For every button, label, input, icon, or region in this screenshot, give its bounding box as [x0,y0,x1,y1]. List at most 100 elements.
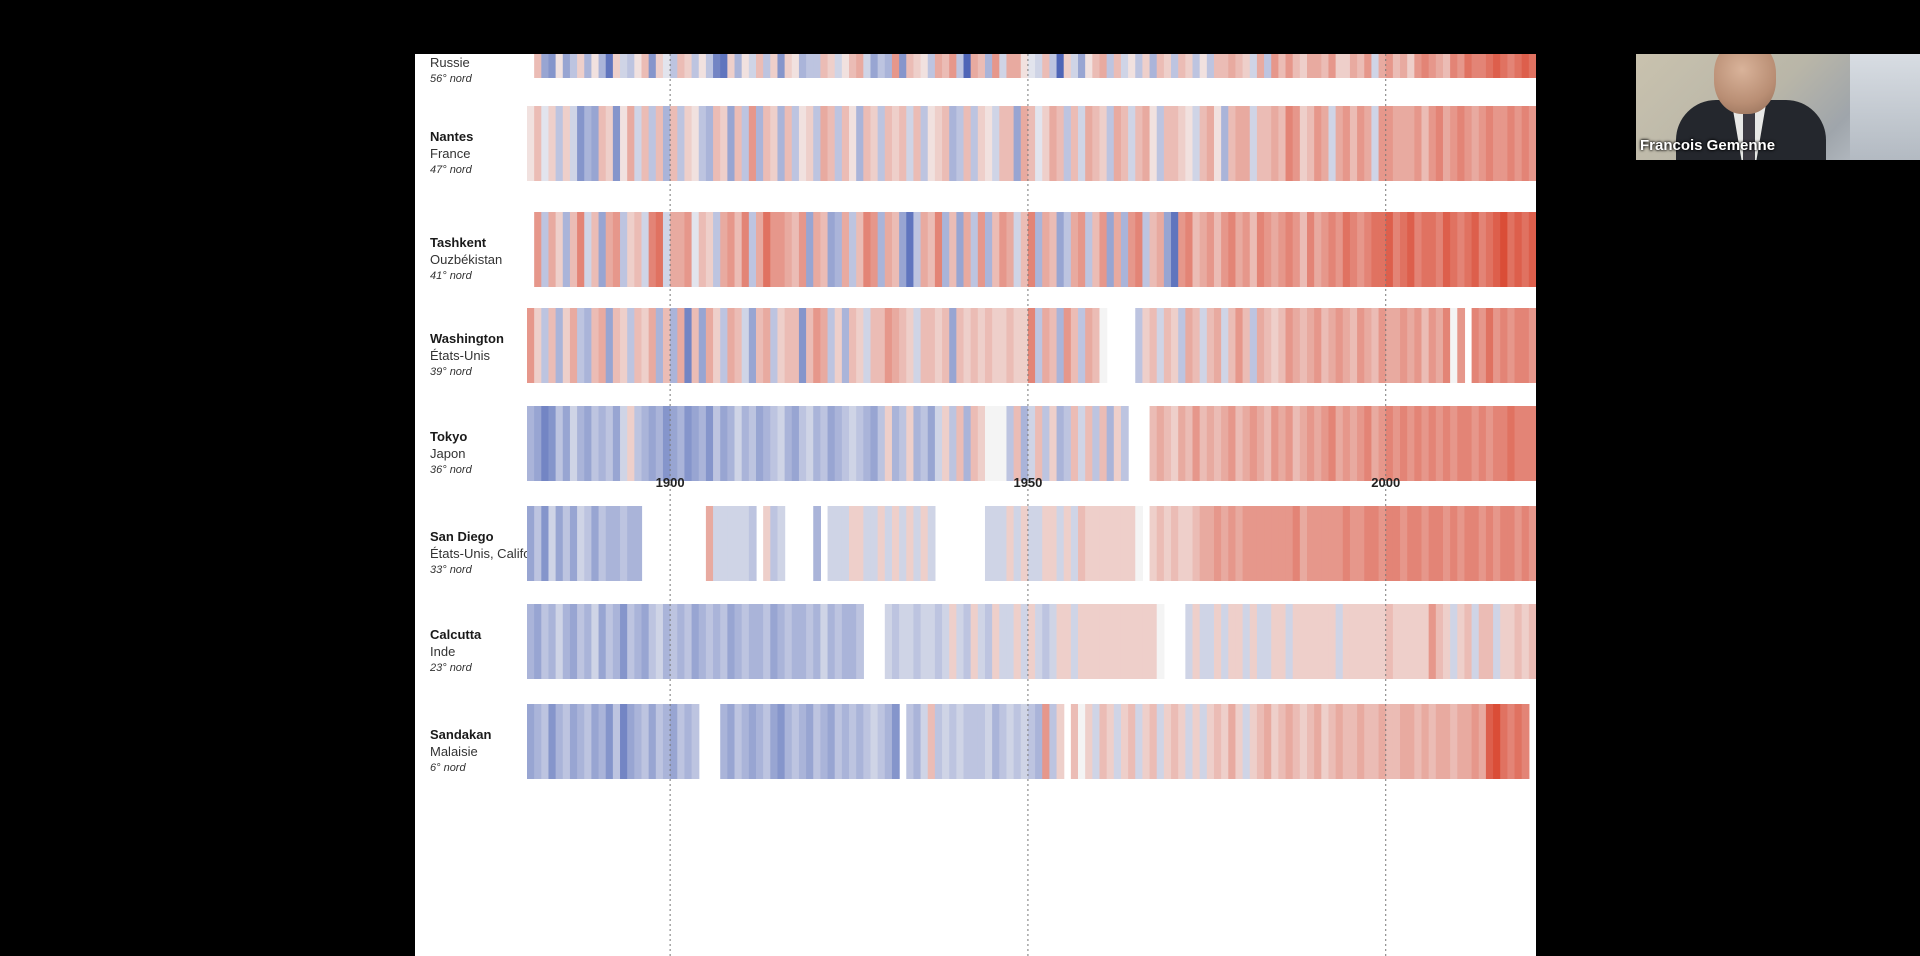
year-stripe [1149,54,1158,78]
year-stripe [1228,406,1237,481]
year-stripe [627,406,635,481]
year-stripe [1378,506,1387,581]
year-stripe [1063,54,1072,78]
year-stripe [691,106,700,181]
stripe-band [527,506,1536,581]
row-city: Washington [430,331,504,346]
year-stripe [1235,212,1244,287]
year-stripe [1213,604,1222,679]
year-stripe [791,406,800,481]
year-stripe [827,212,836,287]
year-stripe [870,506,879,581]
year-stripe [1006,506,1015,581]
year-stripe [634,704,643,779]
year-stripe [655,212,664,287]
year-stripe [877,308,886,383]
year-stripe [806,308,814,383]
year-stripe [1156,604,1165,679]
stripe-band [527,604,1536,679]
year-stripe [1521,212,1530,287]
year-stripe [884,308,893,383]
year-stripe [705,308,714,383]
year-stripe [670,604,678,679]
year-stripe [1478,704,1487,779]
year-stripe [1206,106,1215,181]
year-stripe [884,212,893,287]
year-stripe [870,106,879,181]
year-stripe [734,506,743,581]
year-stripe [677,406,686,481]
year-stripe [1213,506,1222,581]
year-stripe [942,406,950,481]
year-stripe [1085,406,1093,481]
year-stripe [1450,106,1458,181]
participant-video-tile[interactable]: Francois Gemenne [1636,54,1920,160]
year-stripe [1271,604,1279,679]
year-stripe [1528,212,1536,287]
year-stripe [942,54,950,78]
year-stripe [662,704,671,779]
year-stripe [977,106,986,181]
year-stripe [992,106,1000,181]
year-stripe [748,506,757,581]
year-stripe [1378,212,1387,287]
year-stripe [1085,604,1093,679]
year-stripe [770,54,779,78]
year-stripe [763,506,771,581]
year-stripe [1514,604,1523,679]
year-stripe [1085,106,1093,181]
year-stripe [1457,604,1466,679]
year-stripe [920,506,929,581]
stripe-row: Washington États-Unis 39° nord [415,308,1536,383]
year-stripe [920,308,929,383]
year-stripe [1056,212,1065,287]
year-stripe [1142,54,1151,78]
year-stripe [834,704,843,779]
year-stripe [1414,604,1423,679]
year-stripe [1056,604,1065,679]
year-stripe [1450,704,1458,779]
year-stripe [1478,308,1487,383]
year-stripe [1156,506,1165,581]
year-stripe [1314,212,1322,287]
year-stripe [1299,54,1308,78]
year-stripe [984,406,993,481]
year-stripe [662,54,671,78]
year-stripe [1278,308,1287,383]
year-stripe [1113,106,1122,181]
year-stripe [584,604,593,679]
year-stripe [884,604,893,679]
year-stripe [841,406,850,481]
year-stripe [1392,406,1401,481]
year-stripe [963,106,972,181]
year-stripe [1221,308,1229,383]
year-stripe [1264,54,1272,78]
year-stripe [849,604,857,679]
year-stripe [1035,506,1043,581]
year-stripe [863,308,872,383]
year-stripe [870,54,879,78]
year-stripe [1314,406,1322,481]
year-stripe [1099,506,1108,581]
year-stripe [820,54,829,78]
year-stripe [1264,308,1272,383]
year-stripe [1407,212,1415,287]
year-stripe [1078,106,1086,181]
year-stripe [627,704,635,779]
year-stripe [1514,54,1523,78]
year-stripe [1307,212,1315,287]
year-stripe [734,54,743,78]
year-stripe [1142,212,1151,287]
year-stripe [1056,506,1065,581]
year-stripe [1450,506,1458,581]
year-stripe [755,54,764,78]
year-stripe [777,406,786,481]
year-stripe [1292,106,1301,181]
year-stripe [534,212,542,287]
stripe-band [527,308,1536,383]
year-stripe [655,54,664,78]
year-stripe [863,212,872,287]
year-stripe [1171,506,1179,581]
year-stripe [1171,54,1179,78]
year-stripe [705,604,714,679]
